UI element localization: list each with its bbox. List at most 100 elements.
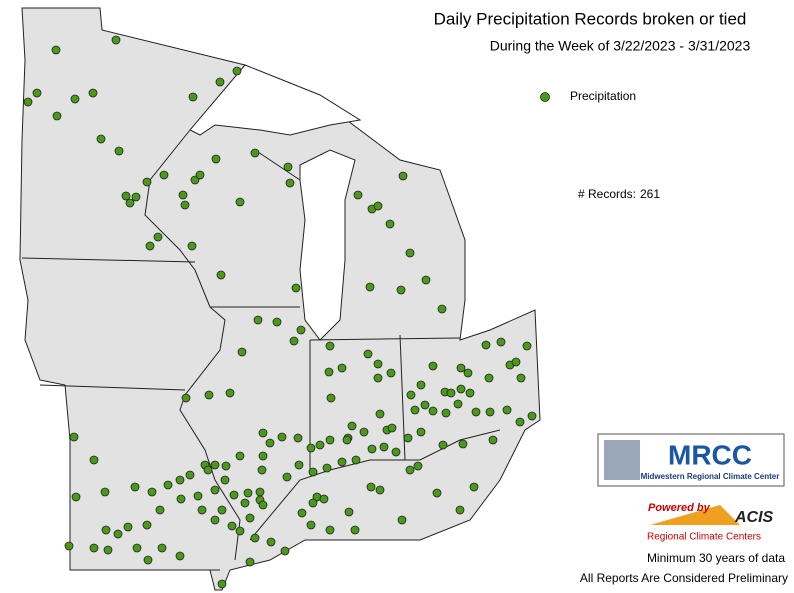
station-dot (253, 315, 263, 325)
station-dot (319, 494, 329, 504)
station-dot (175, 475, 185, 485)
station-dot (265, 438, 275, 448)
station-dot (23, 97, 33, 107)
station-dot (359, 427, 369, 437)
station-dot (337, 457, 347, 467)
station-dot (195, 170, 205, 180)
station-dot (70, 94, 80, 104)
station-dot (245, 513, 255, 523)
acis-name: Regional Climate Centers (647, 532, 761, 543)
station-dot (437, 304, 447, 314)
station-dot (337, 363, 347, 373)
station-dot (257, 465, 267, 475)
station-dot (515, 417, 525, 427)
station-dot (322, 463, 332, 473)
station-dot (453, 399, 463, 409)
station-dot (446, 388, 456, 398)
station-dot (406, 390, 416, 400)
station-dot (159, 170, 169, 180)
station-dot (51, 45, 61, 55)
subtitle: During the Week of 3/22/2023 - 3/31/2023 (490, 38, 751, 54)
station-dot (306, 443, 316, 453)
powered-by: Powered by (648, 502, 711, 514)
station-dot (227, 521, 237, 531)
station-dot (258, 500, 268, 510)
station-dot (308, 467, 318, 477)
station-dot (272, 317, 282, 327)
station-dot (324, 367, 334, 377)
station-dot (229, 490, 239, 500)
station-dot (308, 498, 318, 508)
station-dot (347, 421, 357, 431)
station-dot (398, 171, 408, 181)
station-dot (114, 146, 124, 156)
station-dot (155, 505, 165, 515)
station-dot (289, 336, 299, 346)
station-dot (282, 472, 292, 482)
station-dot (64, 541, 74, 551)
station-dot (220, 475, 230, 485)
station-dot (193, 491, 203, 501)
records-count: 261 (640, 187, 660, 201)
station-dot (522, 341, 532, 351)
station-dot (69, 432, 79, 442)
title: Daily Precipitation Records broken or ti… (434, 9, 747, 28)
station-dot (438, 440, 448, 450)
station-dot (250, 148, 260, 158)
station-dot (455, 505, 465, 515)
station-dot (481, 340, 491, 350)
station-dot (403, 433, 413, 443)
station-dot (350, 525, 360, 535)
station-dot (101, 525, 111, 535)
station-dot (217, 579, 227, 589)
station-dot (315, 440, 325, 450)
station-dot (441, 408, 451, 418)
station-dot (527, 411, 537, 421)
station-dot (416, 380, 426, 390)
station-dot (285, 178, 295, 188)
station-dot (458, 439, 468, 449)
records-label: # Records: (578, 187, 636, 201)
logo-map (604, 440, 640, 480)
station-dot (215, 77, 225, 87)
station-dot (396, 285, 406, 295)
station-dot (125, 198, 135, 208)
station-dot (243, 488, 253, 498)
station-dot (280, 546, 290, 556)
mrcc-text: MRCC (668, 439, 752, 470)
station-dot (373, 359, 383, 369)
station-dot (204, 390, 214, 400)
station-dot (131, 192, 141, 202)
station-dot (52, 111, 62, 121)
station-dot (132, 543, 142, 553)
station-dot (488, 435, 498, 445)
station-dot (413, 461, 423, 471)
station-dot (266, 537, 276, 547)
acis-swoosh (650, 505, 740, 525)
station-dot (463, 368, 473, 378)
station-dot (385, 219, 395, 229)
station-dot (210, 460, 220, 470)
station-dot (353, 190, 363, 200)
station-dot (211, 154, 221, 164)
station-dot (410, 405, 420, 415)
station-dot (511, 357, 521, 367)
station-dot (32, 88, 42, 98)
station-dot (421, 275, 431, 285)
station-dot (420, 400, 430, 410)
station-dot (387, 423, 397, 433)
station-dot (397, 515, 407, 525)
station-dot (217, 505, 227, 515)
station-dot (294, 460, 304, 470)
station-dot (235, 197, 245, 207)
station-dot (245, 557, 255, 567)
acis-text: ACIS (734, 509, 774, 526)
station-dot (471, 407, 481, 417)
station-dot (142, 520, 152, 530)
station-dot (456, 363, 466, 373)
station-dot (100, 487, 110, 497)
station-dot (291, 283, 301, 293)
land (19, 7, 541, 591)
station-dot (157, 543, 167, 553)
